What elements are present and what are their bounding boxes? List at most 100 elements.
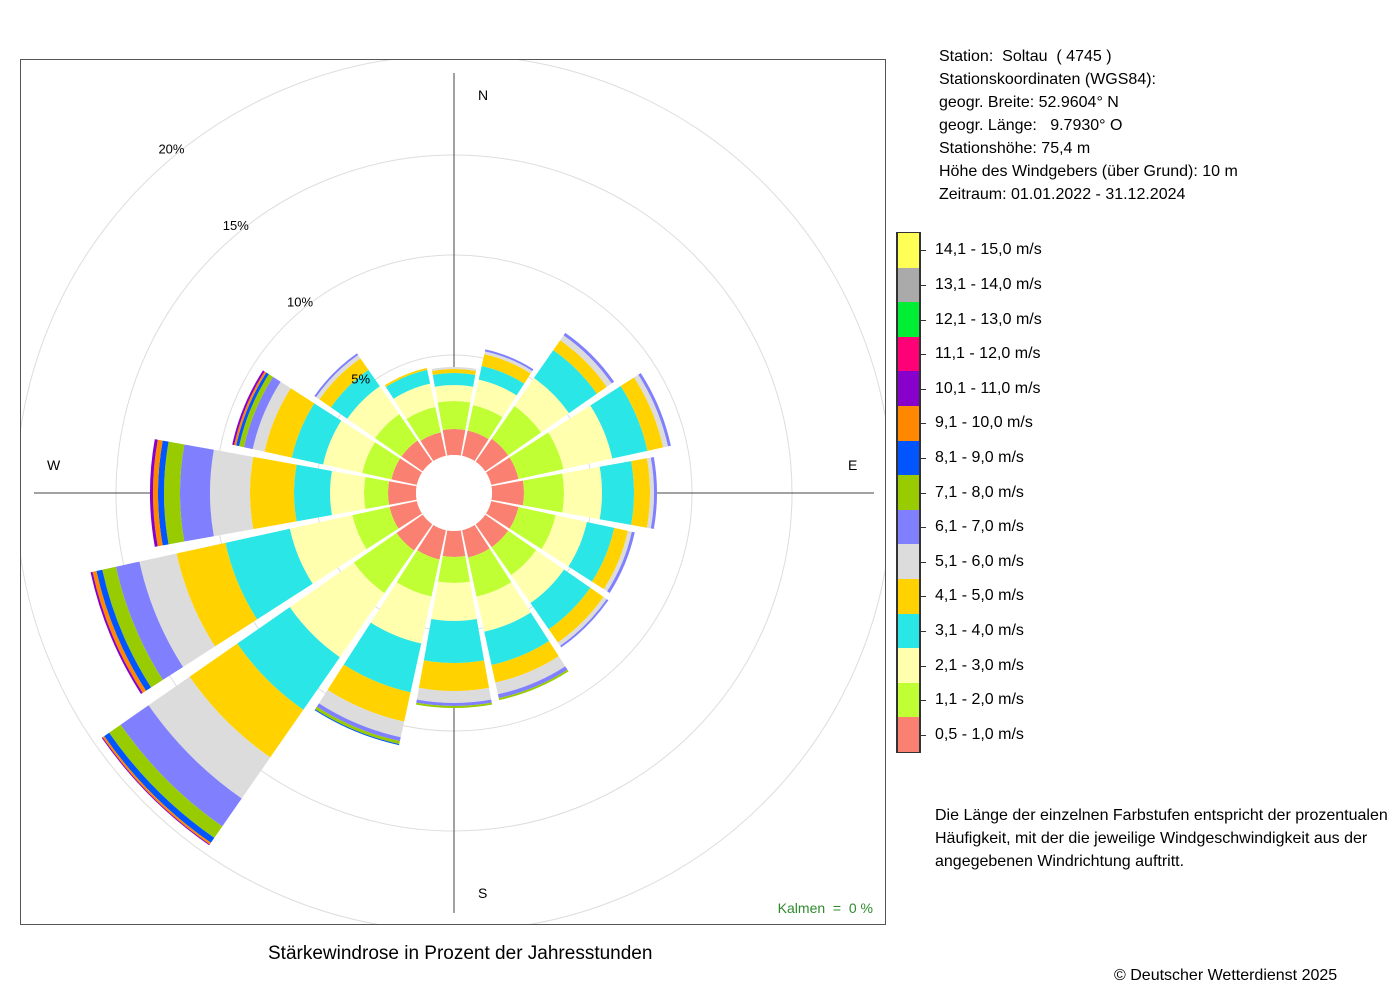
wind-sector-wnw: [391, 458, 423, 485]
legend-tick: [920, 423, 926, 425]
wind-sector-n: [432, 373, 476, 387]
legend-swatch: [897, 613, 920, 649]
legend-tick: [920, 457, 926, 459]
wind-sector-sw: [120, 705, 242, 827]
wind-sector-nne: [478, 365, 525, 396]
wind-sector-n: [431, 367, 477, 371]
legend-swatch: [897, 406, 920, 441]
wind-sector-e: [631, 458, 650, 528]
wind-sector-sse: [476, 582, 531, 632]
wind-sector-wsw: [92, 570, 147, 693]
legend-swatch: [897, 544, 920, 579]
legend-tick: [920, 527, 926, 529]
legend-tick: [920, 596, 926, 598]
wind-sector-e: [522, 473, 564, 513]
legend-label: 4,1 - 5,0 m/s: [935, 587, 1024, 605]
wind-sector-se: [491, 530, 537, 576]
legend-swatch: [897, 509, 920, 545]
direction-label-w: W: [47, 457, 61, 473]
ring-label: 15%: [223, 218, 249, 233]
wind-sector-ese: [541, 515, 587, 567]
wind-sector-ssw: [327, 664, 411, 722]
legend-label: 2,1 - 3,0 m/s: [935, 656, 1024, 674]
wind-sector-s: [418, 660, 490, 691]
wind-sector-nnw: [384, 367, 428, 387]
legend-tick: [920, 734, 926, 736]
wind-sector-ese: [607, 531, 635, 593]
wind-sector-se: [548, 587, 604, 643]
legend-label: 7,1 - 8,0 m/s: [935, 483, 1024, 501]
legend-tick: [920, 388, 926, 390]
calm-label: Kalmen = 0 %: [777, 900, 873, 916]
wind-sector-wsw: [102, 566, 163, 688]
wind-sector-sw: [104, 732, 215, 843]
legend-label: 1,1 - 2,0 m/s: [935, 691, 1024, 709]
wind-sector-ese: [568, 521, 615, 582]
wind-sector-nw: [401, 440, 433, 472]
legend-label: 9,1 - 10,0 m/s: [935, 414, 1033, 432]
wind-sector-ese: [603, 530, 632, 592]
wind-sector-w: [158, 440, 169, 546]
direction-label-n: N: [478, 87, 488, 103]
wind-sector-wsw: [389, 501, 423, 529]
wind-sector-w: [294, 464, 332, 522]
wind-sector-ne: [563, 332, 615, 384]
calm-hole: [416, 455, 492, 531]
wind-sector-wsw: [115, 561, 184, 680]
wind-sector-sse: [497, 666, 568, 699]
wind-sector-ese: [485, 501, 519, 529]
wind-sector-wnw: [264, 388, 315, 458]
legend-tick: [920, 354, 926, 356]
wind-sector-wnw: [234, 371, 267, 446]
wind-sector-w: [388, 481, 417, 505]
wind-sector-nw: [319, 358, 369, 408]
legend-label: 11,1 - 12,0 m/s: [935, 345, 1041, 363]
legend-swatch: [897, 475, 920, 510]
legend-tick: [920, 630, 926, 632]
wind-sector-w: [164, 441, 185, 545]
wind-sector-w: [364, 477, 390, 509]
legend-label: 10,1 - 11,0 m/s: [935, 379, 1041, 397]
wind-sector-ene: [590, 386, 648, 459]
wind-rose-svg: N S E W 5% 10% 15% 20%: [21, 60, 885, 924]
wind-sector-nne: [467, 405, 503, 440]
wind-sector-n: [432, 369, 476, 375]
wind-sector-w: [250, 456, 297, 530]
legend-swatch: [897, 371, 920, 406]
wind-sector-w: [153, 439, 163, 547]
legend-swatch: [897, 267, 920, 303]
chart-caption: Stärkewindrose in Prozent der Jahresstun…: [268, 943, 653, 964]
wind-sector-sw: [289, 562, 385, 658]
wind-sector-ese: [509, 507, 556, 550]
wind-sector-wsw: [225, 528, 313, 620]
wind-sector-wnw: [236, 372, 269, 447]
ring-label: 20%: [158, 141, 184, 156]
wind-sector-nne: [473, 379, 517, 418]
legend-label: 12,1 - 13,0 m/s: [935, 310, 1042, 328]
wind-sector-wsw: [352, 507, 399, 550]
wind-sector-w: [150, 439, 158, 547]
wind-sector-n: [434, 384, 474, 403]
legend-label: 3,1 - 4,0 m/s: [935, 621, 1024, 639]
wind-sector-sw: [396, 514, 433, 551]
direction-label-e: E: [848, 457, 857, 473]
wind-sector-nnw: [393, 383, 436, 419]
legend-tick: [920, 284, 926, 286]
wind-sector-e: [491, 480, 524, 506]
wind-sector-ene: [620, 377, 664, 451]
legend-swatch: [897, 648, 920, 683]
wind-sector-ne: [514, 378, 569, 433]
wind-sector-ne: [553, 340, 607, 394]
wind-sector-sw: [237, 607, 340, 710]
station-line: Stationskoordinaten (WGS84):: [939, 71, 1156, 88]
wind-sector-sse: [468, 548, 512, 597]
wind-sector-sse: [498, 669, 569, 701]
wind-sector-wsw: [139, 553, 216, 667]
wind-sector-sse: [462, 524, 490, 558]
wind-sector-sw: [353, 532, 415, 594]
wind-sector-nne: [481, 354, 531, 384]
wind-sector-se: [475, 514, 509, 548]
wind-sector-se: [511, 550, 565, 604]
station-line: Höhe des Windgebers (über Grund): 10 m: [939, 163, 1238, 180]
legend-swatch: [897, 440, 920, 476]
